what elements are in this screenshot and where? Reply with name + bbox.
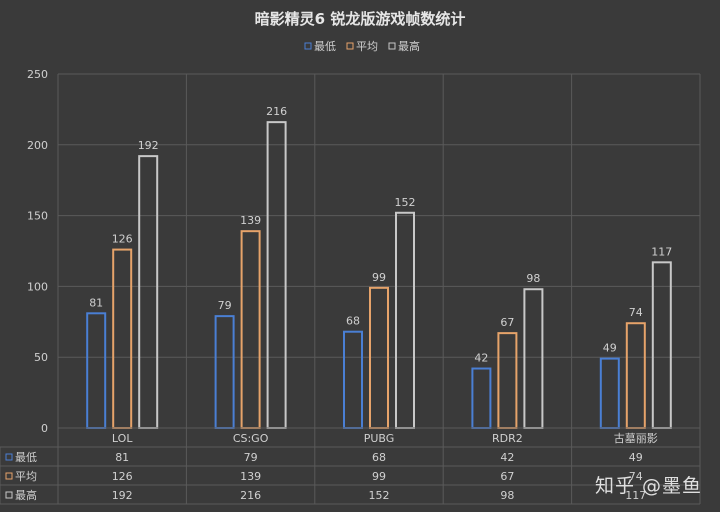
data-label: 79: [218, 299, 232, 312]
table-cell: 139: [240, 470, 261, 483]
table-cell: 79: [244, 451, 258, 464]
bar-最高-PUBG: [395, 211, 415, 429]
data-label: 98: [526, 272, 540, 285]
table-cell: 68: [372, 451, 386, 464]
bar-平均-CS:GO: [240, 230, 261, 429]
table-cell: 216: [240, 489, 261, 502]
data-label: 42: [474, 352, 488, 365]
table-cell: 67: [500, 470, 514, 483]
table-cell: 49: [629, 451, 643, 464]
y-tick-label: 0: [41, 422, 48, 435]
bar-最高-古墓丽影: [651, 261, 672, 429]
legend-label-1: 平均: [356, 40, 378, 53]
data-label: 126: [112, 233, 133, 246]
data-label: 49: [603, 342, 617, 355]
data-label: 152: [395, 196, 416, 209]
x-tick-label: PUBG: [364, 432, 395, 445]
data-label: 81: [89, 296, 103, 309]
data-label: 99: [372, 271, 386, 284]
y-tick-label: 50: [34, 351, 48, 364]
table-cell: 117: [625, 489, 646, 502]
table-series-label: 最高: [15, 488, 37, 502]
table-series-label: 最低: [15, 451, 37, 464]
chart-title: 暗影精灵6 锐龙版游戏帧数统计: [255, 10, 466, 28]
x-tick-label: 古墓丽影: [614, 432, 658, 445]
x-tick-label: LOL: [112, 432, 133, 445]
table-legend-swatch-0: [5, 453, 13, 461]
table-legend-swatch-1: [5, 472, 13, 480]
legend-label-2: 最高: [398, 39, 420, 53]
data-label: 67: [500, 316, 514, 329]
legend-swatch-1: [346, 42, 354, 50]
bar-平均-RDR2: [497, 332, 518, 429]
legend-swatch-0: [304, 42, 312, 50]
bar-平均-PUBG: [369, 286, 389, 430]
bar-平均-LOL: [112, 248, 133, 429]
table-series-label: 平均: [15, 470, 37, 483]
table-cell: 42: [500, 451, 514, 464]
table-cell: 152: [369, 489, 390, 502]
table-cell: 126: [112, 470, 133, 483]
legend-label-0: 最低: [314, 40, 336, 53]
y-tick-label: 150: [27, 210, 48, 223]
table-cell: 74: [629, 470, 643, 483]
table-cell: 81: [115, 451, 129, 464]
data-label: 74: [629, 306, 643, 319]
data-label: 216: [266, 105, 287, 118]
legend-swatch-2: [388, 42, 396, 50]
y-tick-label: 100: [27, 280, 48, 293]
data-label: 117: [651, 245, 672, 258]
bar-最高-RDR2: [523, 288, 544, 429]
bar-最高-CS:GO: [266, 121, 287, 429]
table-cell: 98: [500, 489, 514, 502]
bar-平均-古墓丽影: [625, 322, 646, 429]
y-tick-label: 200: [27, 139, 48, 152]
bar-最高-LOL: [138, 155, 159, 430]
data-label: 68: [346, 315, 360, 328]
bar-最低-LOL: [86, 312, 107, 429]
y-tick-label: 250: [27, 68, 48, 81]
watermark: 知乎 @墨鱼: [594, 475, 702, 497]
table-legend-swatch-2: [5, 491, 13, 499]
bar-最低-PUBG: [343, 330, 363, 430]
table-cell: 192: [112, 489, 133, 502]
data-label: 192: [138, 139, 159, 152]
data-label: 139: [240, 214, 261, 227]
bar-最低-RDR2: [471, 367, 492, 430]
bar-最低-古墓丽影: [599, 357, 620, 429]
x-tick-label: CS:GO: [233, 432, 269, 445]
bar-最低-CS:GO: [214, 315, 235, 429]
x-tick-label: RDR2: [492, 432, 523, 445]
table-cell: 99: [372, 470, 386, 483]
